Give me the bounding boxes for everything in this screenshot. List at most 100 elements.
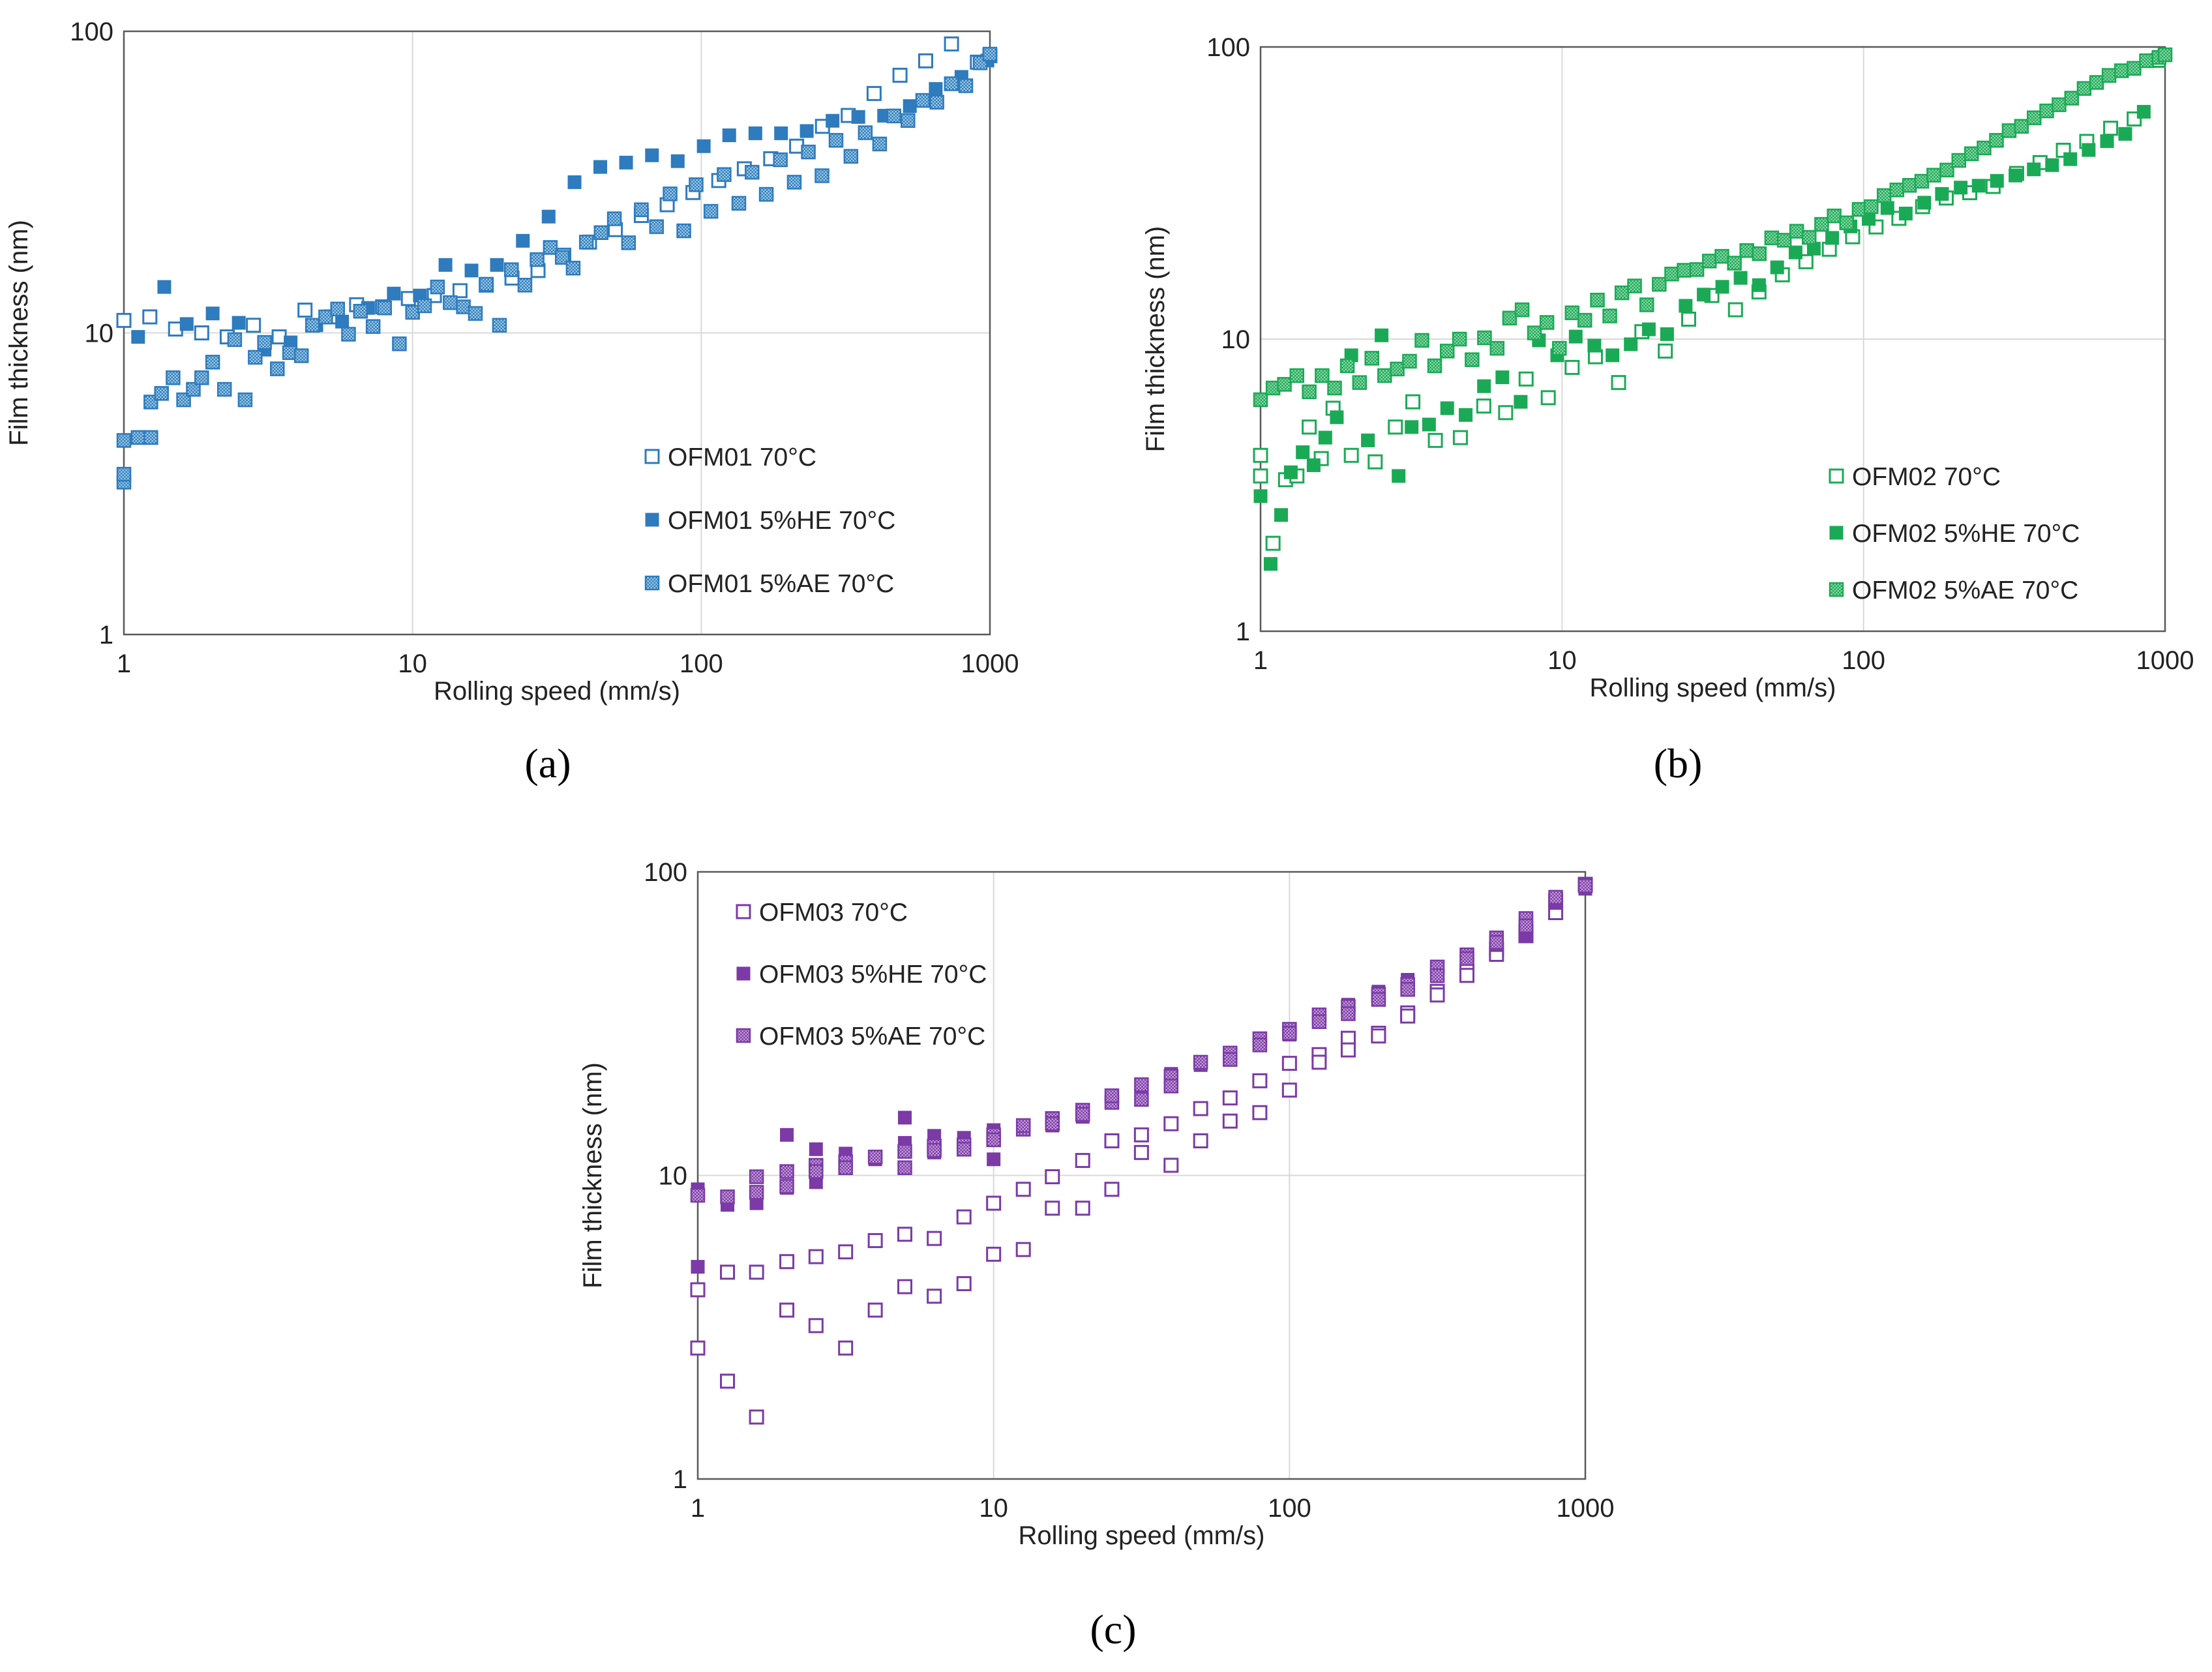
data-point (503, 262, 519, 277)
data-point (1339, 358, 1355, 374)
data-point (142, 309, 158, 325)
legend-label: OFM01 70°C (668, 443, 816, 471)
data-point (720, 1373, 736, 1389)
data-point (492, 318, 507, 333)
data-point (1352, 375, 1368, 390)
y-tick-label: 100 (1206, 33, 1250, 62)
data-point (808, 1249, 824, 1264)
data-point (634, 202, 649, 217)
data-point (1568, 329, 1583, 344)
data-point (541, 209, 556, 224)
data-point (800, 124, 814, 138)
data-point (897, 1144, 912, 1159)
data-point (749, 1264, 764, 1280)
data-point (1590, 292, 1605, 308)
data-point (1277, 377, 1292, 392)
data-point (1714, 248, 1729, 264)
data-point (565, 260, 581, 276)
data-point (1327, 380, 1342, 396)
data-point (758, 187, 774, 202)
data-point (1252, 1073, 1268, 1088)
data-point (1193, 1054, 1208, 1070)
data-point (1364, 351, 1379, 366)
data-point (1789, 224, 1804, 239)
data-point (731, 196, 747, 211)
data-point (1223, 1052, 1238, 1067)
data-point (779, 1179, 794, 1194)
data-point (516, 233, 530, 248)
data-point (1343, 447, 1359, 463)
data-point (1660, 327, 1674, 341)
data-point (815, 168, 830, 183)
x-tick-label: 1 (117, 649, 131, 678)
x-tick-label: 100 (1268, 1494, 1311, 1523)
x-tick-label: 100 (680, 649, 723, 678)
data-point (1402, 353, 1417, 369)
data-point (1577, 312, 1592, 328)
plot-area-frame (1259, 46, 2166, 633)
data-point (1964, 146, 1979, 162)
data-point (2039, 103, 2054, 119)
data-point (786, 175, 802, 190)
data-point (927, 1289, 942, 1304)
data-point (1514, 302, 1530, 318)
data-point (1306, 458, 1321, 472)
x-tick-label: 100 (1842, 646, 1885, 675)
data-point (2103, 121, 2119, 136)
data-point (1163, 1079, 1179, 1094)
series-open (690, 876, 1593, 1425)
data-point (157, 280, 172, 294)
data-point (1414, 333, 1429, 348)
data-point (903, 99, 917, 113)
data-point (1104, 1182, 1120, 1197)
data-point (479, 276, 494, 292)
data-point (1341, 1006, 1356, 1021)
data-point (1459, 408, 1473, 422)
data-point (1252, 1038, 1268, 1052)
data-point (1825, 231, 1840, 245)
caption-c: (c) (1090, 1606, 1136, 1652)
legend-marker (736, 904, 751, 919)
data-point (621, 235, 636, 250)
data-point (186, 381, 201, 397)
data-point (1477, 330, 1492, 346)
data-point (1075, 1153, 1090, 1169)
data-point (232, 316, 246, 330)
data-point (720, 1264, 736, 1280)
data-point (2114, 63, 2129, 78)
data-point (2089, 75, 2104, 90)
data-point (1539, 315, 1555, 330)
data-point (1971, 179, 1986, 193)
data-point (1459, 951, 1474, 966)
data-point (1400, 1008, 1416, 1024)
data-point (1989, 132, 2004, 148)
series-open (116, 36, 998, 345)
series-filled (1253, 104, 2151, 571)
data-point (1801, 230, 1817, 245)
data-point (691, 1260, 705, 1274)
data-point (1548, 889, 1563, 905)
data-point (1075, 1201, 1090, 1216)
x-tick-label: 1 (691, 1494, 705, 1523)
legend-label: OFM03 70°C (759, 899, 908, 927)
data-point (341, 327, 356, 342)
data-point (1283, 465, 1298, 479)
data-point (1390, 361, 1405, 377)
data-point (257, 335, 272, 350)
data-point (1045, 1201, 1060, 1216)
data-point (1624, 337, 1638, 351)
data-point (927, 1142, 942, 1158)
data-point (297, 303, 313, 318)
legend-label: OFM03 5%HE 70°C (759, 961, 987, 989)
data-point (1440, 401, 1454, 415)
data-point (392, 336, 407, 351)
y-tick-label: 100 (644, 858, 687, 887)
legend-label: OFM01 5%AE 70°C (668, 570, 894, 598)
data-point (690, 1187, 706, 1203)
legend-label: OFM02 5%AE 70°C (1852, 576, 2078, 605)
data-point (456, 299, 471, 314)
data-point (944, 36, 959, 52)
data-point (1939, 162, 1954, 178)
data-point (1368, 454, 1383, 470)
